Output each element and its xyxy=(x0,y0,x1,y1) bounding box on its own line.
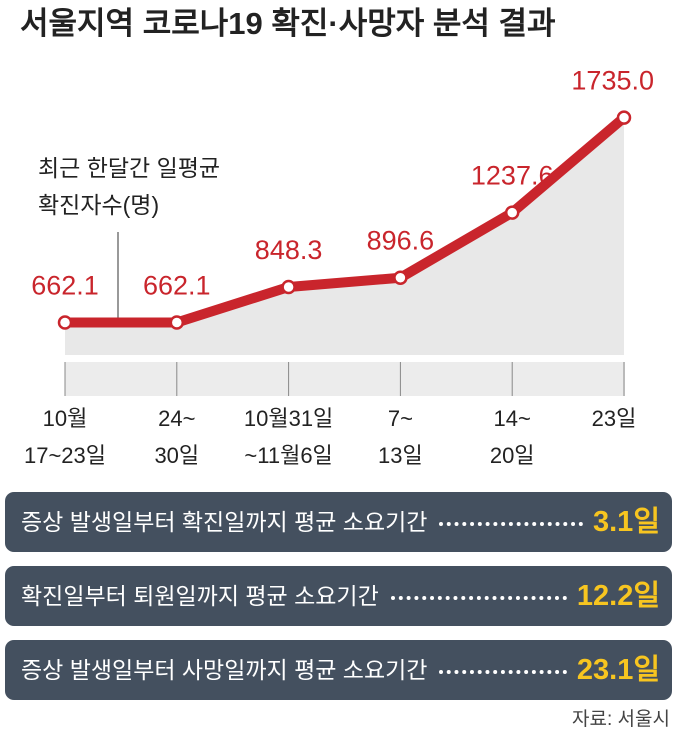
summary-box: 증상 발생일부터 확진일까지 평균 소요기간 3.1일 xyxy=(5,492,672,552)
summary-label: 증상 발생일부터 사망일까지 평균 소요기간 xyxy=(21,657,428,683)
x-tick-label: 10월 17~23일 xyxy=(23,406,107,468)
value-label: 1237.6 xyxy=(471,161,554,191)
summary-box: 증상 발생일부터 사망일까지 평균 소요기간 23.1일 xyxy=(5,640,672,700)
source: 자료: 서울시 xyxy=(572,709,670,730)
leader-dots xyxy=(439,522,583,526)
x-tick-label: 24~ 30일 xyxy=(154,406,200,468)
x-tick-label: 14~ 20일 xyxy=(489,406,535,468)
summary-label: 증상 발생일부터 확진일까지 평균 소요기간 xyxy=(21,509,428,535)
summary-label: 확진일부터 퇴원일까지 평균 소요기간 xyxy=(21,583,379,609)
summary-value: 12.2일 xyxy=(576,580,660,612)
annotation: 최근 한달간 일평균 확진자수(명) xyxy=(38,155,221,218)
point xyxy=(504,205,520,220)
leader-dots xyxy=(439,670,567,674)
line xyxy=(65,113,628,328)
summary-value: 3.1일 xyxy=(593,506,660,538)
leader-dots xyxy=(391,596,567,600)
value-label: 1735.0 xyxy=(571,66,654,96)
point xyxy=(393,270,408,285)
chart-title: 서울지역 코로나19 확진·사망자 분석 결과 xyxy=(20,6,556,41)
x-tick-label: 7~ 13일 xyxy=(378,406,423,468)
x-tick-label: 23일 xyxy=(591,406,637,431)
summary-box: 확진일부터 퇴원일까지 평균 소요기간 12.2일 xyxy=(5,566,672,626)
point xyxy=(281,279,296,295)
point xyxy=(57,315,73,330)
x-axis-band xyxy=(65,362,625,396)
value-label: 896.6 xyxy=(367,226,435,256)
area xyxy=(65,117,624,356)
value-label: 848.3 xyxy=(255,235,323,265)
value-label: 662.1 xyxy=(31,271,99,301)
value-label: 662.1 xyxy=(143,271,211,301)
point xyxy=(616,110,632,125)
summary-value: 23.1일 xyxy=(576,654,660,686)
x-tick-label: 10월31일 ~11월6일 xyxy=(243,406,334,468)
point xyxy=(169,315,185,330)
